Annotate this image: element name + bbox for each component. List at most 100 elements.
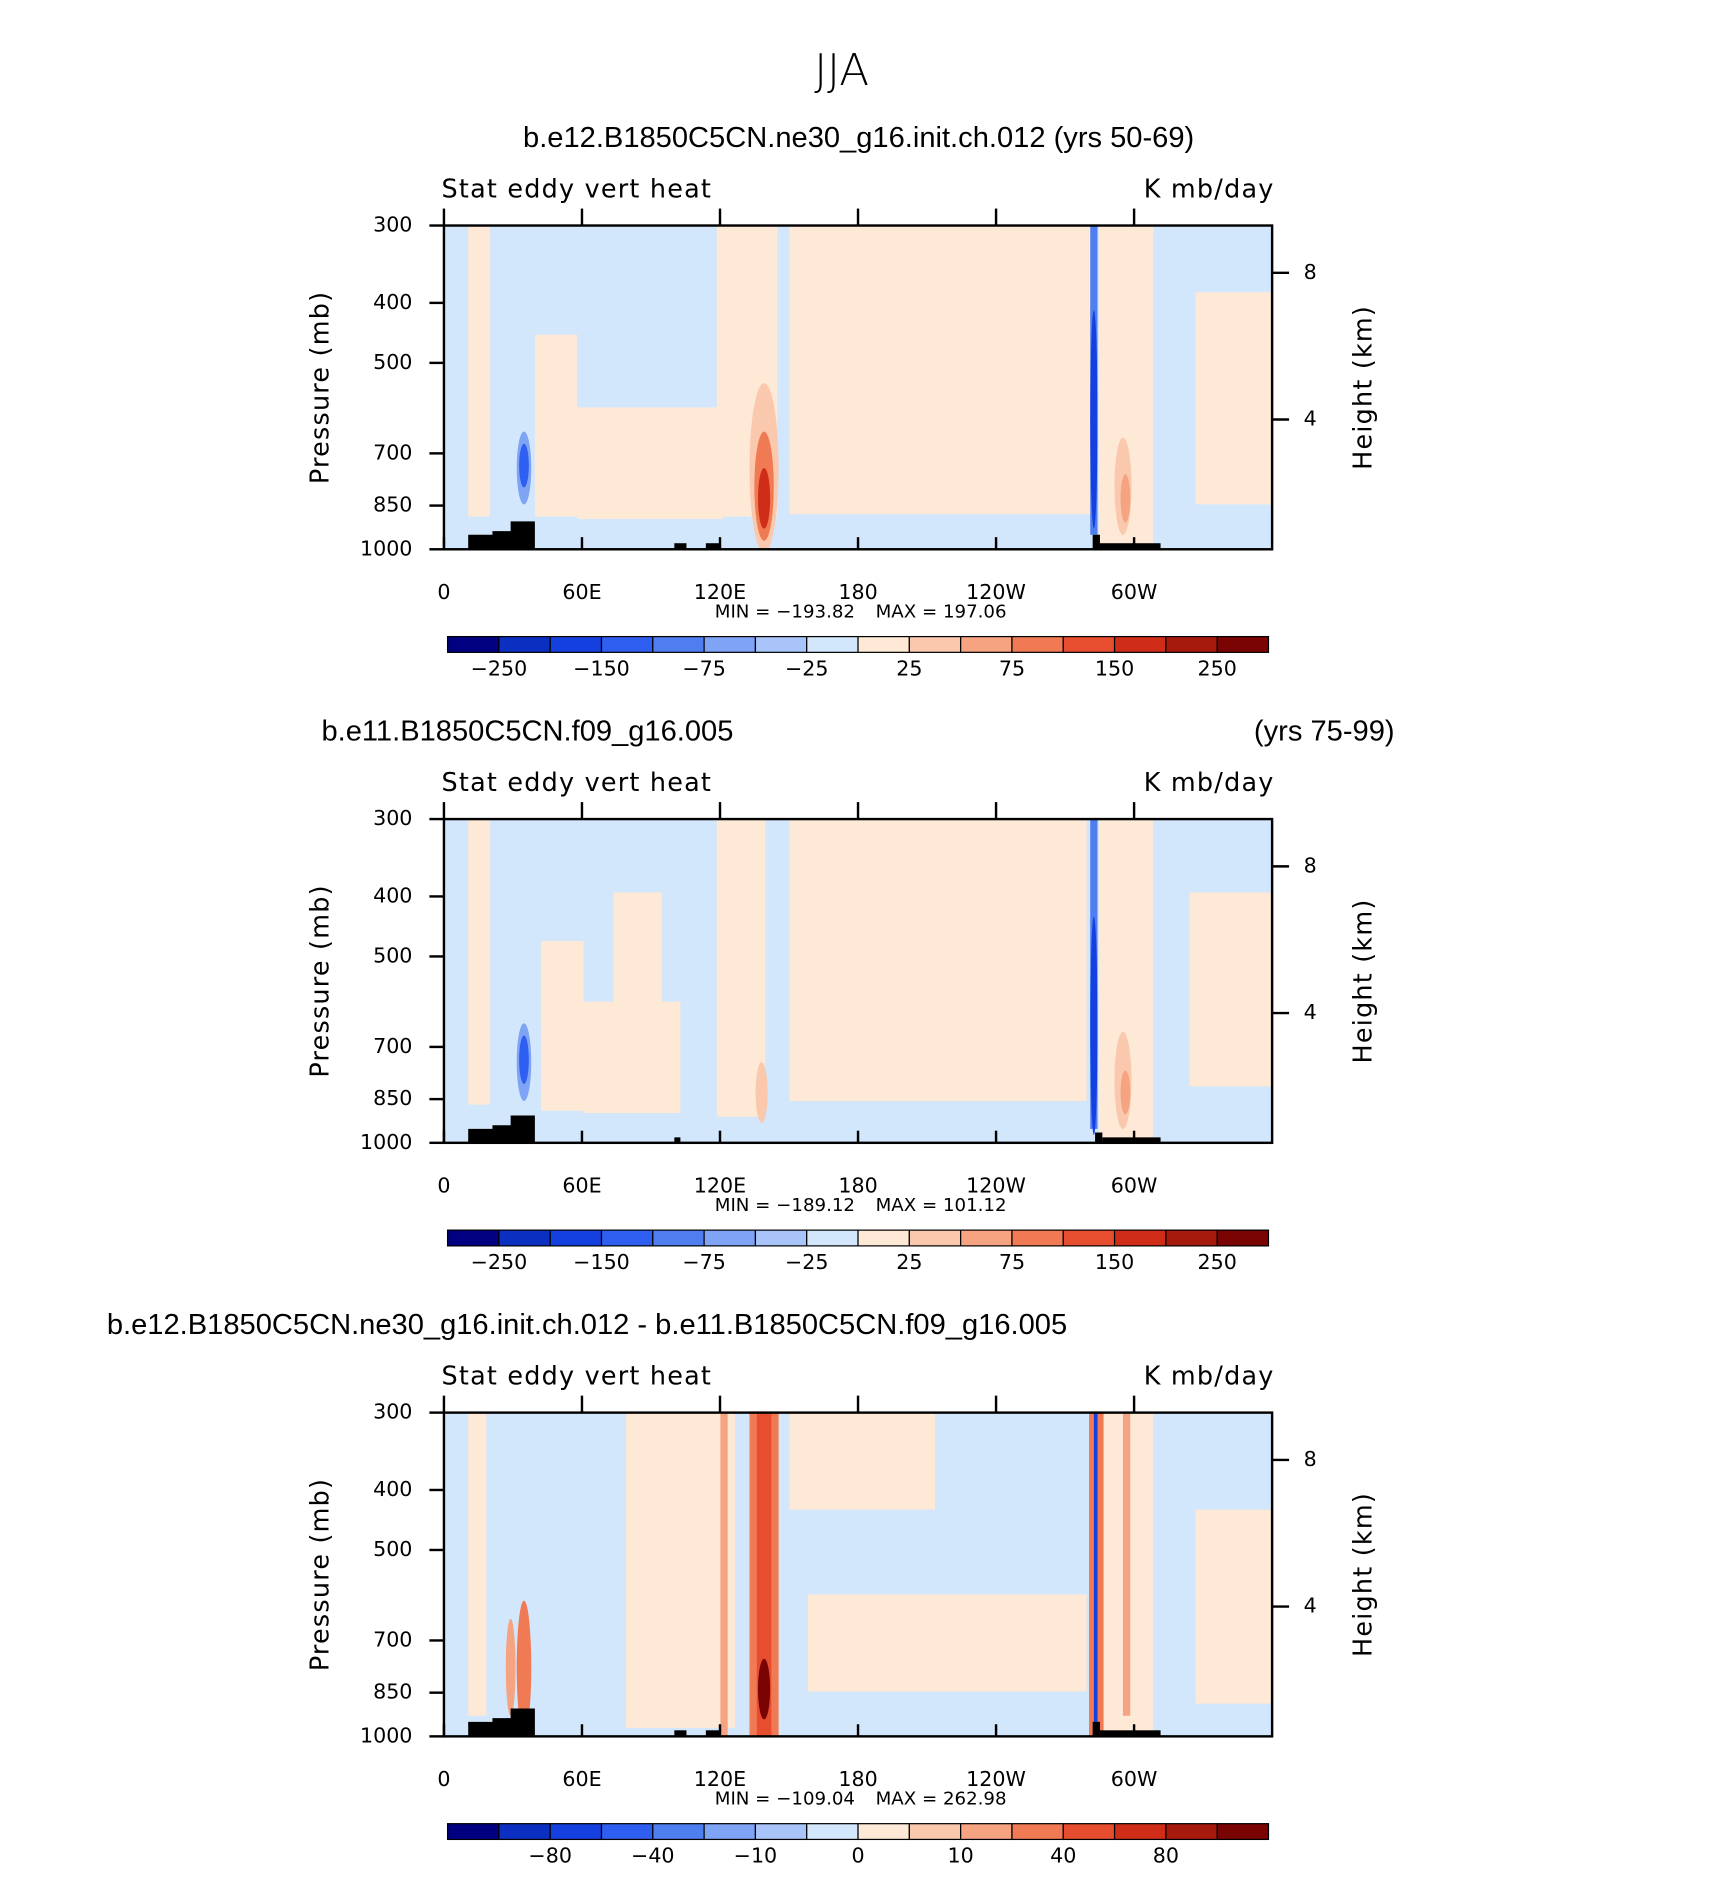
- colorbar-box: [857, 635, 910, 653]
- contour-field: [443, 225, 1273, 550]
- x-tick-label: 120E: [694, 580, 746, 604]
- colorbar-label: −250: [471, 1250, 528, 1274]
- contour-field: [443, 819, 1273, 1144]
- y-tick-label: 700: [373, 1627, 412, 1651]
- left-label: Stat eddy vert heat: [442, 174, 713, 204]
- colorbar-label: −150: [573, 1250, 630, 1274]
- y-tick-label: 400: [373, 1477, 412, 1501]
- y-tick-label: 700: [373, 440, 412, 464]
- left-label: Stat eddy vert heat: [442, 1361, 713, 1391]
- y-tick-label: 300: [373, 806, 412, 830]
- colorbar-label: −80: [528, 1843, 572, 1867]
- colorbar-box: [600, 635, 654, 653]
- colorbar-box: [600, 1823, 654, 1841]
- colorbar-box: [498, 1229, 551, 1247]
- colorbar-label: −75: [682, 1250, 726, 1274]
- colorbar-box: [549, 1823, 603, 1841]
- colorbar-label: 40: [1050, 1843, 1076, 1867]
- min-label: MIN = −189.12: [715, 1195, 855, 1216]
- colorbar-box: [549, 1229, 603, 1247]
- right-label: K mb/day: [1144, 768, 1275, 798]
- x-tick-label: 180: [838, 1173, 877, 1197]
- colorbar-box: [1011, 1823, 1064, 1841]
- colorbar-box: [754, 1823, 808, 1841]
- colorbar-box: [1011, 1229, 1064, 1247]
- y-tick-label: 500: [373, 1537, 412, 1561]
- colorbar-box: [446, 1823, 500, 1841]
- colorbar-box: [1165, 1229, 1218, 1247]
- colorbar-label: 75: [999, 656, 1025, 680]
- right-label: K mb/day: [1144, 174, 1275, 204]
- x-tick-label: 120E: [694, 1173, 746, 1197]
- y-tick-label: 500: [373, 943, 412, 967]
- colorbar-box: [857, 1229, 910, 1247]
- panel-title: b.e12.B1850C5CN.ne30_g16.init.ch.012 (yr…: [523, 122, 1194, 154]
- y-tick-label: 400: [373, 290, 412, 314]
- colorbar-box: [754, 1229, 808, 1247]
- colorbar-label: 10: [948, 1843, 974, 1867]
- colorbar-label: −25: [785, 1250, 829, 1274]
- y-tick-label: 300: [373, 213, 412, 237]
- y2-tick-label: 4: [1304, 1594, 1317, 1618]
- colorbar-box: [908, 635, 962, 653]
- colorbar-box: [446, 1229, 500, 1247]
- colorbar-box: [1062, 1823, 1116, 1841]
- x-tick-label: 0: [437, 580, 450, 604]
- colorbar-box: [960, 1823, 1013, 1841]
- colorbar-label: −10: [734, 1843, 778, 1867]
- x-tick-label: 0: [437, 1173, 450, 1197]
- x-tick-label: 0: [437, 1767, 450, 1791]
- colorbar-box: [806, 1229, 859, 1247]
- colorbar-box: [754, 635, 808, 653]
- colorbar-box: [908, 1823, 962, 1841]
- colorbar-box: [703, 635, 757, 653]
- colorbar-box: [1113, 1229, 1167, 1247]
- colorbar-box: [498, 635, 551, 653]
- colorbar-label: 0: [851, 1843, 864, 1867]
- x-tick-label: 60W: [1111, 1767, 1158, 1791]
- left-label: Stat eddy vert heat: [442, 768, 713, 798]
- colorbar-label: 25: [896, 1250, 922, 1274]
- y-tick-label: 700: [373, 1034, 412, 1058]
- y2-tick-label: 8: [1304, 853, 1317, 877]
- colorbar-label: 250: [1198, 656, 1237, 680]
- panel-title: b.e12.B1850C5CN.ne30_g16.init.ch.012 - b…: [107, 1309, 1067, 1341]
- colorbar-label: −25: [785, 656, 829, 680]
- contour-field: [443, 1412, 1273, 1737]
- y2-tick-label: 4: [1304, 406, 1317, 430]
- max-label: MAX = 197.06: [876, 601, 1007, 622]
- colorbar-box: [446, 635, 500, 653]
- y-tick-label: 850: [373, 493, 412, 517]
- colorbar-box: [652, 1229, 705, 1247]
- colorbar-label: −40: [631, 1843, 675, 1867]
- colorbar-box: [549, 635, 603, 653]
- y-tick-label: 500: [373, 350, 412, 374]
- y-axis-label: Pressure (mb): [305, 291, 335, 484]
- min-label: MIN = −109.04: [715, 1788, 855, 1809]
- x-tick-label: 120W: [966, 580, 1026, 604]
- x-tick-label: 60W: [1111, 580, 1158, 604]
- colorbar-box: [1113, 1823, 1167, 1841]
- colorbar-box: [960, 1229, 1013, 1247]
- colorbar-label: 150: [1095, 1250, 1134, 1274]
- colorbar-box: [960, 635, 1013, 653]
- y-tick-label: 300: [373, 1400, 412, 1424]
- colorbar-box: [857, 1823, 910, 1841]
- colorbar-box: [498, 1823, 551, 1841]
- x-tick-label: 120E: [694, 1767, 746, 1791]
- y-axis-label: Pressure (mb): [305, 884, 335, 1077]
- colorbar-box: [1062, 635, 1116, 653]
- colorbar-box: [1011, 635, 1064, 653]
- colorbar-box: [1216, 1823, 1270, 1841]
- y2-axis-label: Height (km): [1348, 305, 1378, 470]
- colorbar-box: [1216, 1229, 1270, 1247]
- figure-title: JJA: [814, 45, 869, 96]
- x-tick-label: 180: [838, 1767, 877, 1791]
- max-label: MAX = 101.12: [876, 1195, 1007, 1216]
- x-tick-label: 60E: [562, 1767, 601, 1791]
- colorbar-label: −250: [471, 656, 528, 680]
- y-tick-label: 850: [373, 1680, 412, 1704]
- colorbar-box: [1165, 635, 1218, 653]
- colorbar-label: −150: [573, 656, 630, 680]
